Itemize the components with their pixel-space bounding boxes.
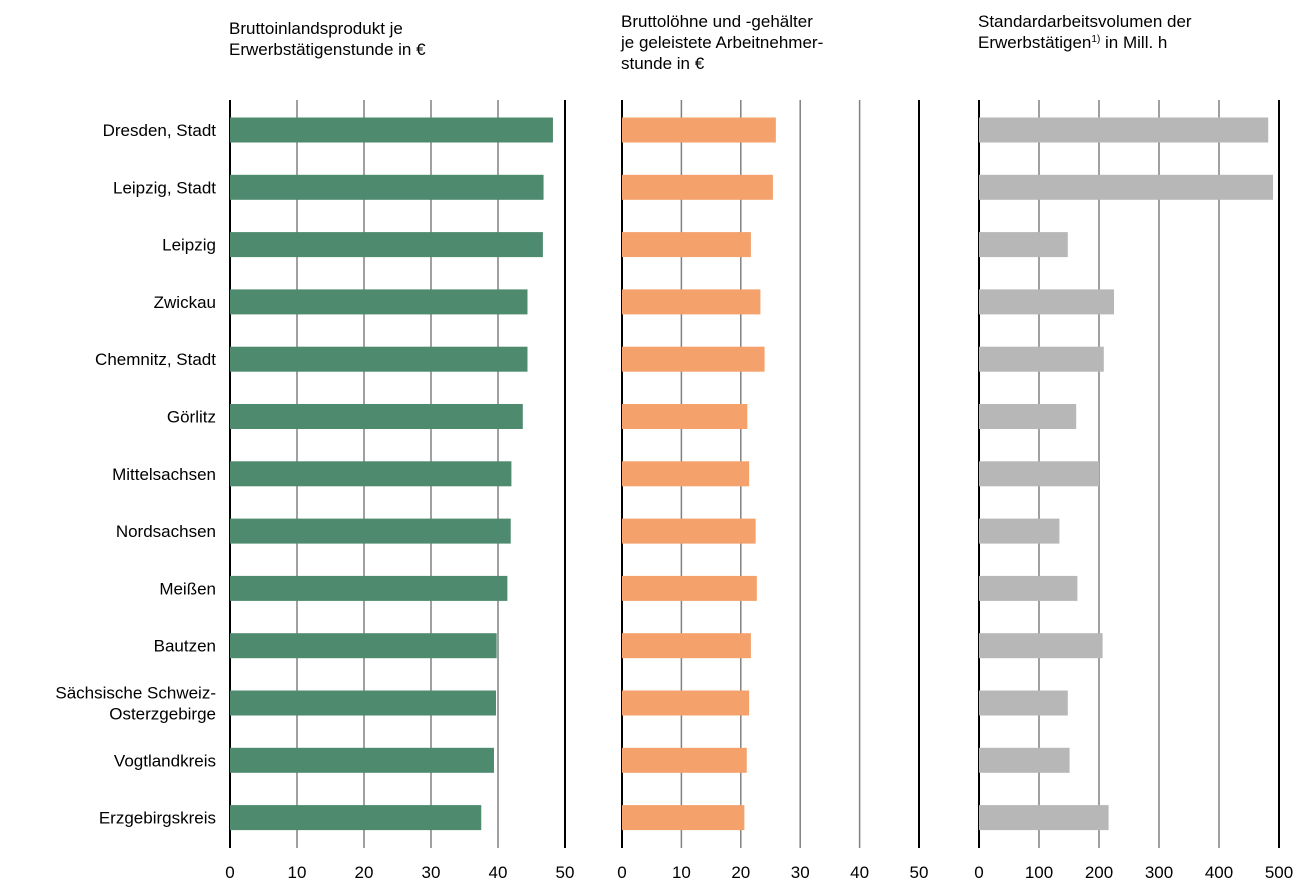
bar: [230, 289, 528, 315]
bar: [230, 174, 544, 200]
bar: [230, 232, 543, 258]
bar: [230, 805, 482, 831]
panel-title-line: Erwerbstätigen1) in Mill. h: [978, 32, 1192, 53]
category-label-line: Bautzen: [154, 637, 216, 656]
category-label-line: Nordsachsen: [116, 522, 216, 541]
category-label: Vogtlandkreis: [114, 751, 216, 770]
panel-title-bip: Bruttoinlandsprodukt je Erwerbstätigenst…: [229, 18, 426, 60]
bar: [622, 174, 773, 200]
category-label-line: Osterzgebirge: [109, 705, 216, 724]
category-label: Nordsachsen: [116, 522, 216, 541]
bar: [979, 461, 1099, 487]
bar: [622, 117, 776, 143]
bar: [230, 117, 553, 143]
category-label: Mittelsachsen: [112, 465, 216, 484]
bar: [230, 633, 497, 659]
bar: [230, 461, 512, 487]
panel-title-suffix: in Mill. h: [1100, 33, 1168, 52]
tick-label: 20: [355, 863, 374, 882]
bar: [979, 117, 1269, 143]
bar: [230, 404, 523, 429]
tick-label: 30: [422, 863, 441, 882]
panel-title-text: Erwerbstätigen: [978, 33, 1092, 52]
bar: [979, 575, 1078, 601]
tick-label: 50: [910, 863, 929, 882]
tick-label: 0: [617, 863, 626, 882]
category-label-line: Leipzig: [162, 236, 216, 255]
tick-label: 50: [556, 863, 575, 882]
panel-title-volume: Standardarbeitsvolumen der Erwerbstätige…: [978, 11, 1192, 53]
bar: [622, 747, 747, 773]
bar: [622, 289, 761, 315]
panel-title-line: Bruttoinlandsprodukt je: [229, 19, 403, 38]
tick-label: 100: [1025, 863, 1053, 882]
bar: [230, 747, 494, 773]
panel-title-line: stunde in €: [621, 54, 705, 73]
panel-title-line: je geleistete Arbeitnehmer-: [621, 33, 824, 52]
category-label: Sächsische Schweiz- Osterzgebirge: [55, 684, 216, 724]
panel-title-wages: Bruttolöhne und -gehälter je geleistete …: [621, 11, 823, 74]
category-label-line: Dresden, Stadt: [103, 121, 217, 140]
bar: [230, 518, 511, 544]
category-label-line: Chemnitz, Stadt: [95, 350, 216, 369]
category-label-line: Erzgebirgskreis: [99, 809, 216, 828]
tick-label: 500: [1265, 863, 1293, 882]
bar: [622, 346, 765, 372]
tick-label: 40: [850, 863, 869, 882]
tick-label: 300: [1145, 863, 1173, 882]
bar: [622, 404, 748, 429]
category-label-line: Görlitz: [167, 408, 216, 427]
tick-label: 10: [288, 863, 307, 882]
bar: [622, 805, 745, 831]
bar: [230, 690, 496, 716]
panel-title-line: Bruttolöhne und -gehälter: [621, 12, 813, 31]
bar: [979, 289, 1114, 315]
bar: [979, 346, 1104, 372]
bar: [979, 633, 1103, 659]
category-label: Leipzig: [162, 236, 216, 255]
category-label: Bautzen: [154, 637, 216, 656]
bar: [979, 174, 1273, 200]
category-label: Meißen: [159, 579, 216, 598]
tick-label: 400: [1205, 863, 1233, 882]
bar: [230, 346, 528, 372]
bar: [979, 518, 1060, 544]
tick-label: 200: [1085, 863, 1113, 882]
bar: [622, 232, 751, 258]
bar: [622, 690, 750, 716]
tick-label: 0: [974, 863, 983, 882]
bar: [622, 633, 751, 659]
category-label-line: Mittelsachsen: [112, 465, 216, 484]
category-label-line: Leipzig, Stadt: [113, 178, 216, 197]
bar: [979, 747, 1070, 773]
bar: [979, 232, 1068, 258]
category-label-line: Vogtlandkreis: [114, 751, 216, 770]
category-label-line: Zwickau: [154, 293, 216, 312]
bar: [230, 575, 508, 601]
tick-label: 10: [672, 863, 691, 882]
footnote-marker: 1): [1091, 34, 1101, 45]
category-label-line: Meißen: [159, 579, 216, 598]
panel-title-line: Standardarbeitsvolumen der: [978, 12, 1192, 31]
bar: [979, 404, 1077, 429]
panel-title-line: Erwerbstätigenstunde in €: [229, 40, 426, 59]
bar: [622, 518, 756, 544]
category-label-line: Sächsische Schweiz-: [55, 684, 216, 703]
bar: [622, 575, 757, 601]
category-label: Chemnitz, Stadt: [95, 350, 216, 369]
tick-label: 20: [731, 863, 750, 882]
category-label: Zwickau: [154, 293, 216, 312]
category-label: Görlitz: [167, 408, 216, 427]
tick-label: 0: [225, 863, 234, 882]
tick-label: 40: [489, 863, 508, 882]
category-label: Erzgebirgskreis: [99, 809, 216, 828]
category-label: Leipzig, Stadt: [113, 178, 216, 197]
tick-label: 30: [791, 863, 810, 882]
bar: [979, 805, 1109, 831]
bar: [622, 461, 750, 487]
bar: [979, 690, 1068, 716]
category-label: Dresden, Stadt: [103, 121, 217, 140]
